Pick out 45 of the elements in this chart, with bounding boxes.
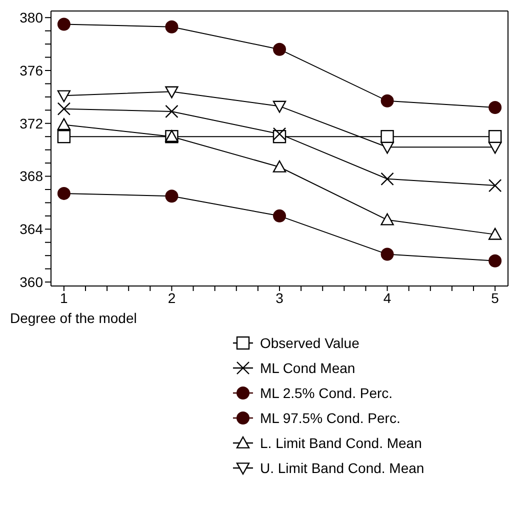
point xyxy=(380,248,394,261)
y-tick-label: 376 xyxy=(20,62,44,78)
point xyxy=(273,42,286,56)
point xyxy=(57,90,71,102)
point xyxy=(272,100,286,113)
legend-label: ML 2.5% Cond. Perc. xyxy=(260,384,393,400)
y-tick-label: 380 xyxy=(20,10,44,26)
legend-label: U. Limit Band Cond. Mean xyxy=(260,460,424,476)
legend-label: L. Limit Band Cond. Mean xyxy=(260,434,422,450)
point xyxy=(272,160,286,172)
y-tick-label: 360 xyxy=(20,274,44,290)
point xyxy=(273,209,286,222)
legend-label: Observed Value xyxy=(260,334,360,350)
x-tick-label: 3 xyxy=(276,290,284,306)
point xyxy=(488,142,502,154)
point xyxy=(57,18,70,31)
point xyxy=(380,172,394,186)
point xyxy=(488,228,502,240)
point xyxy=(380,142,394,154)
point xyxy=(165,104,178,118)
y-tick-label: 372 xyxy=(20,115,44,132)
x-tick-label: 5 xyxy=(491,290,500,306)
point xyxy=(488,254,502,268)
legend-label: ML 97.5% Cond. Perc. xyxy=(260,410,400,426)
point xyxy=(488,101,502,114)
x-tick-label: 4 xyxy=(383,290,392,306)
y-tick-label: 368 xyxy=(20,168,44,184)
point xyxy=(165,86,178,98)
point xyxy=(57,130,71,144)
point xyxy=(165,20,178,34)
point xyxy=(57,102,71,116)
point xyxy=(272,127,286,141)
point xyxy=(488,130,502,144)
point xyxy=(165,190,178,203)
point xyxy=(57,118,71,130)
x-tick-label: 1 xyxy=(60,290,68,306)
x-axis-title: Degree of the model xyxy=(9,310,138,326)
y-tick-label: 364 xyxy=(20,221,44,238)
point xyxy=(380,130,394,144)
legend-label: ML Cond Mean xyxy=(260,360,356,376)
point xyxy=(380,213,394,226)
point xyxy=(488,178,502,192)
point xyxy=(57,186,70,200)
x-tick-label: 2 xyxy=(168,290,176,306)
point xyxy=(380,94,394,108)
